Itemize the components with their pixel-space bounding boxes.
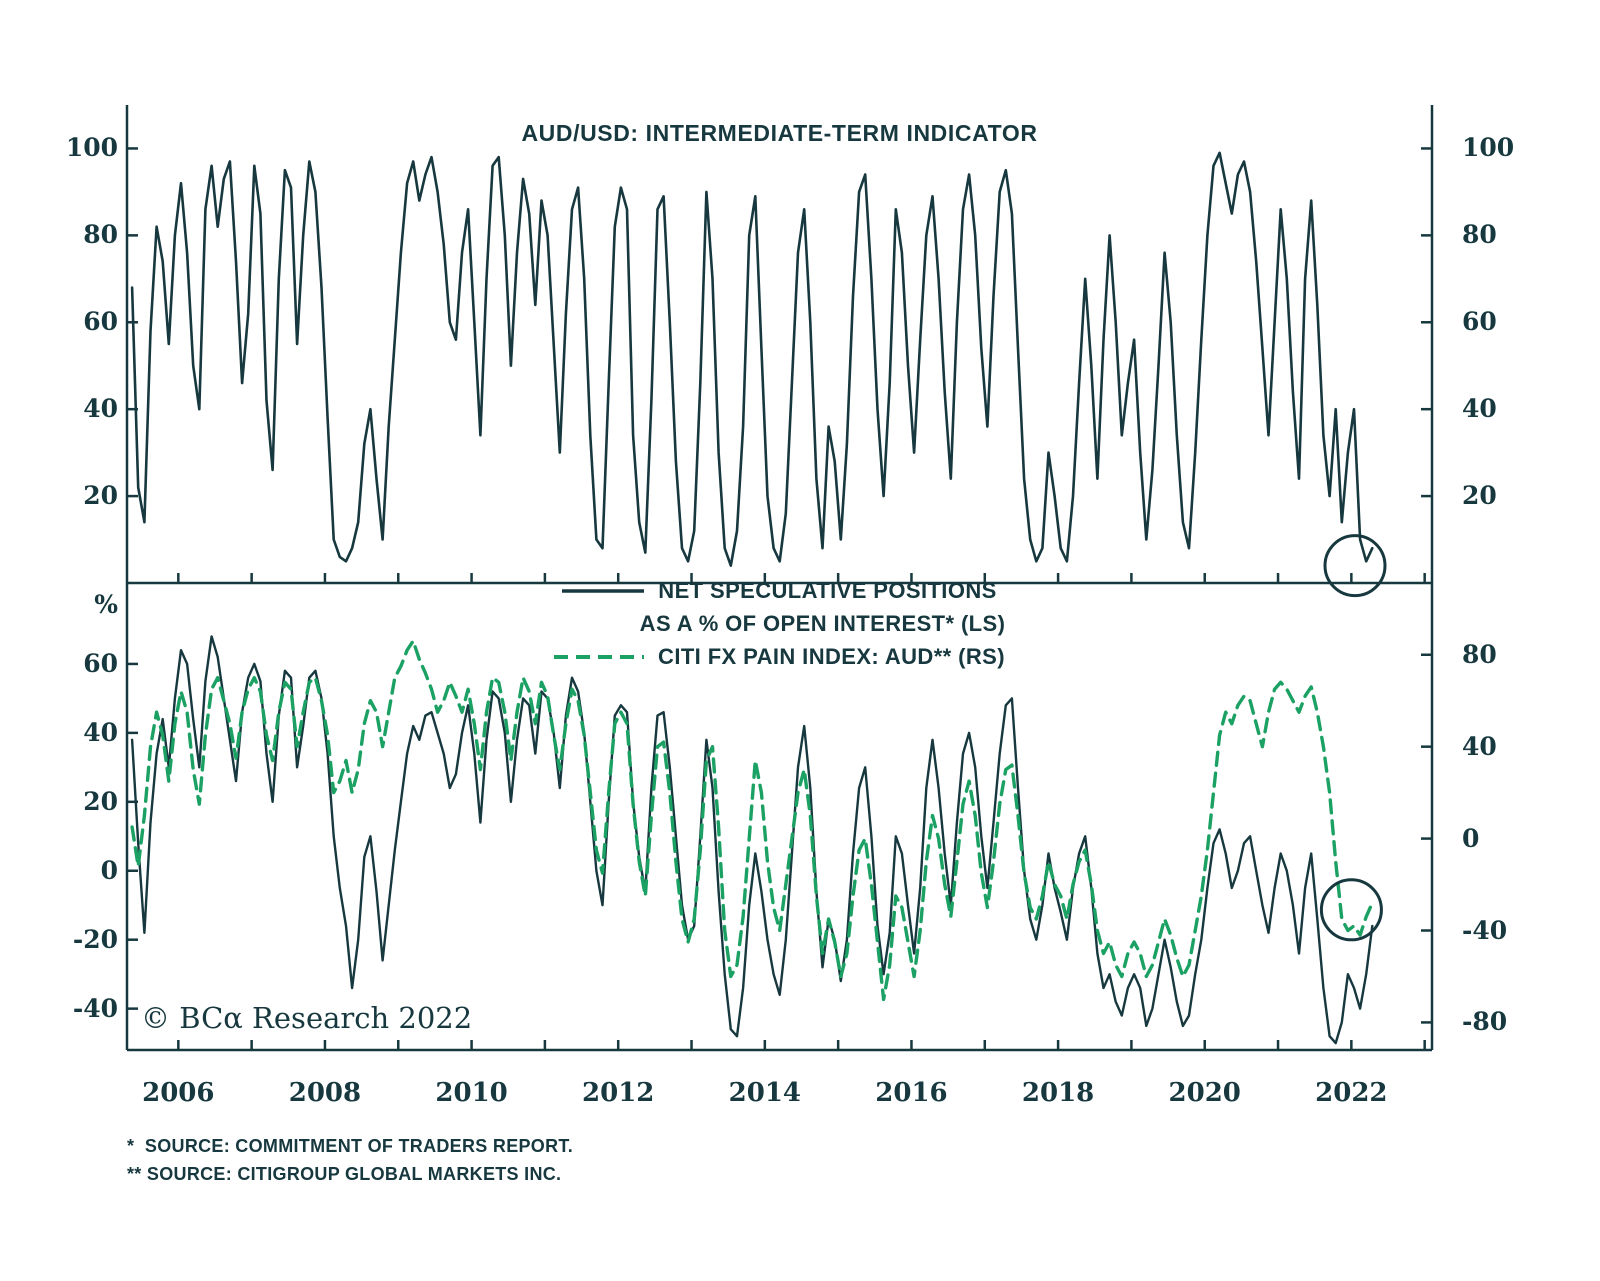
chart-title: AUD/USD: INTERMEDIATE-TERM INDICATOR (521, 120, 1038, 146)
series-line (130, 635, 1374, 1045)
footnote-source-2: ** SOURCE: CITIGROUP GLOBAL MARKETS INC. (127, 1164, 562, 1184)
legend-label-open-interest: AS A % OF OPEN INTEREST* (LS) (639, 610, 1006, 636)
legend-row-net-speculative: NET SPECULATIVE POSITIONS (562, 575, 996, 606)
highlight-circle-annotation (1323, 534, 1387, 598)
footnote-source-1: * SOURCE: COMMITMENT OF TRADERS REPORT. (127, 1136, 574, 1156)
legend-row-open-interest: AS A % OF OPEN INTEREST* (LS) (640, 608, 1006, 639)
legend-label-citi-pain: CITI FX PAIN INDEX: AUD** (RS) (658, 643, 1005, 669)
dashed-line-swatch-icon (554, 654, 645, 659)
copyright-bca-research: © BCα Research 2022 (141, 1001, 473, 1035)
legend-row-citi-pain: CITI FX PAIN INDEX: AUD** (RS) (554, 641, 1005, 672)
solid-line-swatch-icon (562, 588, 645, 593)
series-line (130, 151, 1374, 567)
legend: NET SPECULATIVE POSITIONS AS A % OF OPEN… (127, 575, 1432, 672)
highlight-circle-annotation (1319, 878, 1383, 942)
series-line (130, 639, 1374, 1002)
legend-label-net-speculative: NET SPECULATIVE POSITIONS (658, 577, 997, 603)
